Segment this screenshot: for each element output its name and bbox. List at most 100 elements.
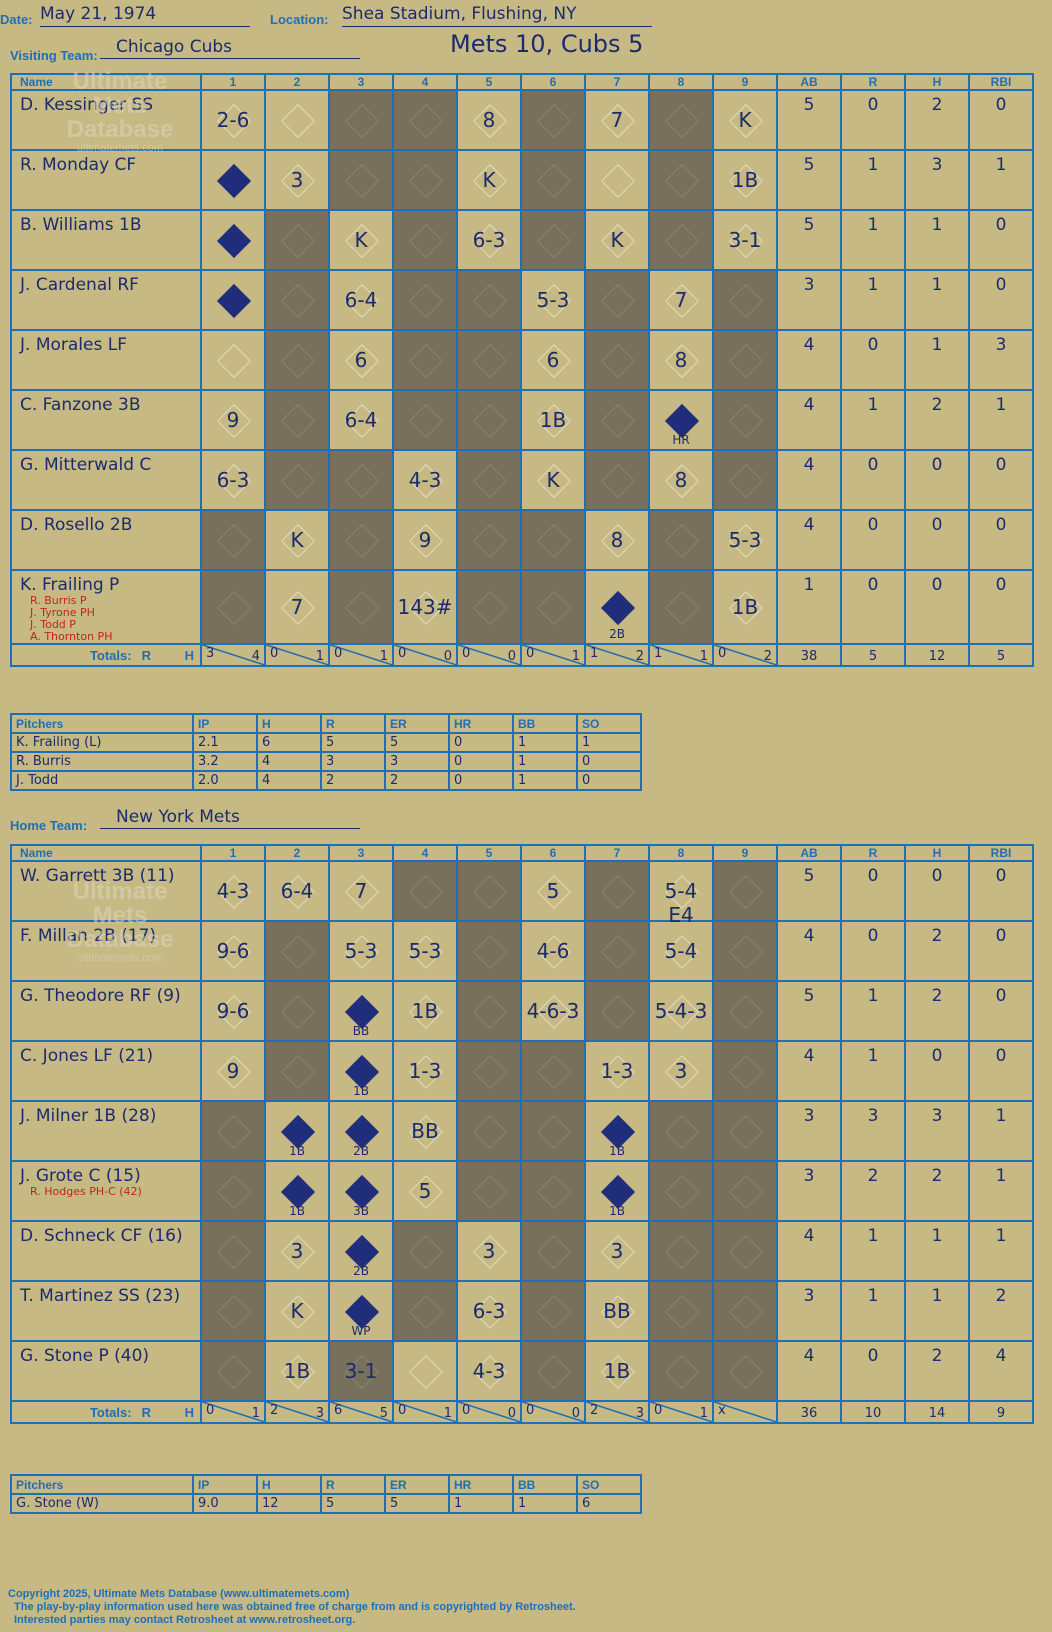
at-bat-cell: 3 [648, 1040, 714, 1102]
visiting-team-name: Chicago Cubs [100, 37, 360, 59]
base-diamond [217, 224, 251, 258]
at-bat-cell: 9-6 [200, 920, 266, 982]
play-result: K [354, 228, 368, 252]
stat-header: R [840, 844, 906, 862]
at-bat-cell [328, 89, 394, 151]
player-name-cell: J. Cardenal RF [10, 269, 202, 331]
player-stat: 1 [904, 209, 970, 271]
at-bat-cell [200, 1280, 266, 1342]
player-name: G. Stone P (40) [20, 1346, 150, 1366]
base-diamond [473, 1175, 507, 1209]
player-name: J. Morales LF [20, 335, 127, 355]
at-bat-cell [392, 269, 458, 331]
player-row: F. Millan 2B (17) 9-6 5-3 5-3 4-6 5-4 4 0 2 0 [10, 920, 1034, 982]
play-result: 6-4 [344, 408, 378, 432]
at-bat-cell: 5-3 [712, 509, 778, 571]
at-bat-cell: 1B [520, 389, 586, 451]
player-name: R. Monday CF [20, 155, 137, 175]
pitcher-stat: 0 [448, 732, 514, 753]
inning-hits: 3 [315, 1406, 324, 1421]
base-diamond [601, 591, 635, 625]
at-bat-cell: K [584, 209, 650, 271]
substitute-name: R. Hodges PH-C (42) [30, 1185, 142, 1198]
pitcher-stat: 2 [320, 770, 386, 791]
inning-header: 2 [264, 73, 330, 91]
totals-text: Totals: [89, 1404, 132, 1420]
at-bat-cell: 1B [392, 980, 458, 1042]
player-name-cell: G. Stone P (40) [10, 1340, 202, 1402]
play-result: 4-3 [408, 468, 442, 492]
stat-header: RBI [968, 844, 1034, 862]
inning-runs: 0 [526, 1403, 535, 1418]
at-bat-cell [264, 980, 330, 1042]
base-diamond [537, 1115, 571, 1149]
play-result: 1B [539, 408, 567, 432]
base-diamond [217, 1235, 251, 1269]
player-stat: 0 [904, 449, 970, 511]
play-result: 4-3 [216, 879, 250, 903]
base-diamond [345, 524, 379, 558]
stat-total: 9 [968, 1400, 1034, 1424]
player-name-cell: D. Kessinger SS [10, 89, 202, 151]
at-bat-cell: 4-6 [520, 920, 586, 982]
pitcher-column-header: H [256, 713, 322, 734]
at-bat-cell: 6-4 [328, 389, 394, 451]
stat-header: AB [776, 844, 842, 862]
player-stat: 0 [968, 569, 1034, 645]
at-bat-cell [584, 449, 650, 511]
at-bat-cell: 9 [200, 1040, 266, 1102]
inning-hits: 5 [379, 1406, 388, 1421]
player-row: J. Cardenal RF 6-4 5-3 7 3 1 1 0 [10, 269, 1034, 331]
base-diamond [409, 1355, 443, 1389]
inning-runs: 2 [270, 1403, 279, 1418]
at-bat-cell: 6-3 [200, 449, 266, 511]
at-bat-cell [584, 269, 650, 331]
at-bat-cell [520, 1100, 586, 1162]
player-name: K. Frailing P [20, 575, 120, 595]
inning-hits: 1 [699, 1406, 708, 1421]
at-bat-cell [712, 1160, 778, 1222]
player-stat: 3 [776, 269, 842, 331]
location-value: Shea Stadium, Flushing, NY [342, 4, 652, 27]
player-name: W. Garrett 3B (11) [20, 866, 175, 886]
totals-row: Totals: R H 3 4 0 1 0 1 0 0 0 0 0 1 1 2 1 1 0 2 38 5 12 5 [10, 643, 1034, 667]
at-bat-cell [328, 149, 394, 211]
play-result: 1B [411, 999, 439, 1023]
inning-runs: 1 [654, 646, 663, 661]
player-stat: 1 [968, 389, 1034, 451]
pitcher-column-header: R [320, 713, 386, 734]
at-bat-cell: 4-3 [392, 449, 458, 511]
at-bat-cell [200, 149, 266, 211]
base-diamond [665, 1295, 699, 1329]
play-result: K [482, 168, 496, 192]
player-row: J. Grote C (15) R. Hodges PH-C (42) 1B 3B 5 1… [10, 1160, 1034, 1222]
play-result: K [290, 1299, 304, 1323]
play-result: 4-6-3 [526, 999, 580, 1023]
play-result: 9-6 [216, 939, 250, 963]
substitute-name: R. Burris P [30, 594, 87, 607]
play-result: 2B [353, 1144, 369, 1158]
player-stat: 0 [968, 860, 1034, 922]
player-stat: 3 [904, 149, 970, 211]
footer-copyright: Copyright 2025, Ultimate Mets Database (… [8, 1588, 350, 1600]
player-stat: 4 [776, 449, 842, 511]
at-bat-cell: HR [648, 389, 714, 451]
player-stat: 2 [904, 920, 970, 982]
date-label: Date: [0, 12, 33, 27]
at-bat-cell [520, 1220, 586, 1282]
player-stat: 3 [776, 1280, 842, 1342]
inning-runs: 1 [590, 646, 599, 661]
player-stat: 3 [776, 1160, 842, 1222]
player-name: C. Fanzone 3B [20, 395, 141, 415]
at-bat-cell [392, 1340, 458, 1402]
at-bat-cell [392, 209, 458, 271]
base-diamond [217, 1175, 251, 1209]
base-diamond [409, 875, 443, 909]
player-stat: 1 [840, 1040, 906, 1102]
play-result: 7 [610, 108, 624, 132]
